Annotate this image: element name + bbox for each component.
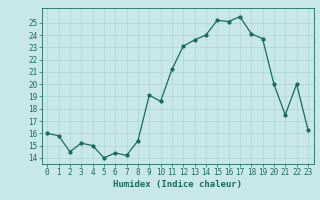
X-axis label: Humidex (Indice chaleur): Humidex (Indice chaleur): [113, 180, 242, 189]
